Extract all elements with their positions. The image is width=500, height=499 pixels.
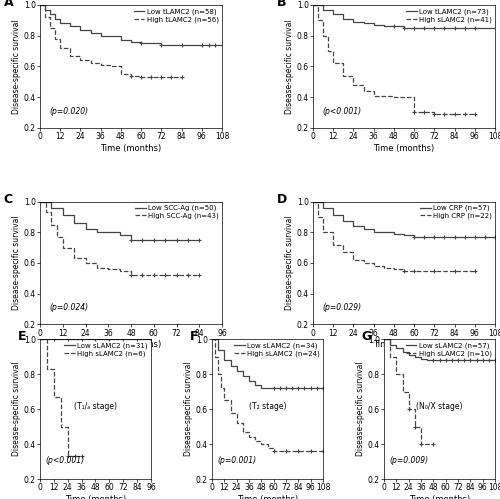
X-axis label: Time (months): Time (months) [374,144,434,153]
X-axis label: Time (months): Time (months) [374,340,434,349]
Legend: Low tLAMC2 (n=73), High sLAMC2 (n=41): Low tLAMC2 (n=73), High sLAMC2 (n=41) [406,8,492,23]
Text: G: G [362,329,372,342]
X-axis label: Time (months): Time (months) [409,495,470,499]
Text: F: F [190,329,198,342]
Y-axis label: Disease-specific survival: Disease-specific survival [12,216,21,310]
Text: (T₁/ₐ stage): (T₁/ₐ stage) [74,402,117,411]
X-axis label: Time (months): Time (months) [100,340,162,349]
Legend: Low SCC-Ag (n=50), High SCC-Ag (n=43): Low SCC-Ag (n=50), High SCC-Ag (n=43) [136,205,218,220]
Text: (p=0.001): (p=0.001) [218,456,256,465]
Y-axis label: Disease-specific survival: Disease-specific survival [12,362,21,457]
Legend: Low sLAMC2 (n=34), High sLAMC2 (n=24): Low sLAMC2 (n=34), High sLAMC2 (n=24) [234,343,320,357]
Text: (T₂ stage): (T₂ stage) [249,402,286,411]
Legend: Low sLAMC2 (n=31), High sLAMC2 (n=6): Low sLAMC2 (n=31), High sLAMC2 (n=6) [64,343,148,357]
Text: (p=0.029): (p=0.029) [322,303,361,312]
Y-axis label: Disease-specific survival: Disease-specific survival [184,362,193,457]
X-axis label: Time (months): Time (months) [237,495,298,499]
X-axis label: Time (months): Time (months) [65,495,126,499]
Text: E: E [18,329,26,342]
Text: (N₀/X stage): (N₀/X stage) [416,402,463,411]
Y-axis label: Disease-specific survival: Disease-specific survival [12,19,21,114]
Y-axis label: Disease-specific survival: Disease-specific survival [285,19,294,114]
Text: C: C [4,193,13,206]
Y-axis label: Disease-specific survival: Disease-specific survival [285,216,294,310]
Text: B: B [276,0,286,9]
Text: (p<0.001): (p<0.001) [322,107,361,116]
Text: (p=0.009): (p=0.009) [390,456,428,465]
Legend: Low tLAMC2 (n=58), High tLAMC2 (n=56): Low tLAMC2 (n=58), High tLAMC2 (n=56) [134,8,218,23]
Legend: Low CRP (n=57), High CRP (n=22): Low CRP (n=57), High CRP (n=22) [420,205,492,220]
Text: (p<0.001): (p<0.001) [46,456,84,465]
Text: (p=0.020): (p=0.020) [49,107,88,116]
Text: A: A [4,0,13,9]
Text: (p=0.024): (p=0.024) [49,303,88,312]
Text: D: D [276,193,287,206]
Legend: Low sLAMC2 (n=57), High sLAMC2 (n=10): Low sLAMC2 (n=57), High sLAMC2 (n=10) [406,343,492,357]
X-axis label: Time (months): Time (months) [100,144,162,153]
Y-axis label: Disease-specific survival: Disease-specific survival [356,362,365,457]
